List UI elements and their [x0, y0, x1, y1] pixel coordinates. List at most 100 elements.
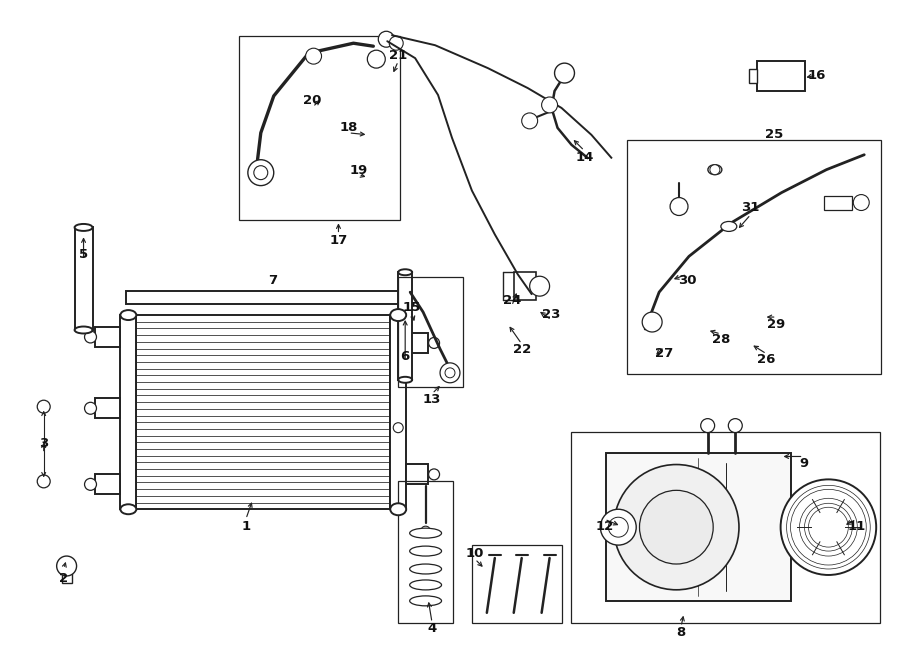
- Circle shape: [787, 485, 870, 569]
- Circle shape: [254, 166, 268, 179]
- Circle shape: [853, 195, 869, 211]
- Circle shape: [728, 418, 742, 432]
- Bar: [406, 333, 428, 353]
- Circle shape: [710, 165, 720, 175]
- Bar: [824, 195, 852, 209]
- Text: 14: 14: [575, 151, 594, 164]
- Ellipse shape: [398, 377, 412, 383]
- Ellipse shape: [391, 503, 406, 515]
- Text: 15: 15: [403, 301, 421, 314]
- Bar: [472, 545, 562, 623]
- Circle shape: [428, 338, 439, 348]
- Circle shape: [600, 509, 636, 545]
- Text: 12: 12: [595, 520, 614, 533]
- Bar: [749, 69, 757, 83]
- Circle shape: [701, 418, 715, 432]
- Ellipse shape: [721, 222, 737, 232]
- Circle shape: [522, 113, 537, 129]
- Text: 29: 29: [768, 318, 786, 330]
- Text: 17: 17: [329, 234, 347, 247]
- Bar: [757, 61, 805, 91]
- Circle shape: [554, 63, 574, 83]
- Bar: [121, 315, 136, 509]
- Bar: [607, 453, 790, 601]
- Bar: [126, 291, 400, 304]
- Circle shape: [306, 48, 321, 64]
- Ellipse shape: [410, 564, 442, 574]
- Text: 4: 4: [428, 622, 436, 636]
- Bar: [572, 432, 880, 623]
- Ellipse shape: [421, 526, 429, 532]
- Circle shape: [85, 331, 96, 343]
- Text: 8: 8: [677, 626, 686, 639]
- Circle shape: [367, 50, 385, 68]
- Text: 6: 6: [400, 350, 410, 363]
- Circle shape: [805, 503, 852, 551]
- Circle shape: [780, 479, 877, 575]
- Bar: [627, 140, 881, 374]
- Circle shape: [37, 475, 50, 488]
- Circle shape: [85, 402, 96, 414]
- Circle shape: [393, 423, 403, 433]
- Ellipse shape: [410, 528, 442, 538]
- Bar: [391, 315, 406, 509]
- Circle shape: [640, 491, 713, 564]
- Ellipse shape: [708, 165, 722, 175]
- Text: 19: 19: [349, 164, 367, 177]
- Circle shape: [378, 31, 394, 47]
- Bar: [95, 475, 121, 495]
- Bar: [61, 573, 72, 583]
- Ellipse shape: [410, 546, 442, 556]
- Circle shape: [808, 507, 849, 547]
- Text: 24: 24: [502, 294, 521, 307]
- Circle shape: [445, 368, 455, 378]
- Text: 7: 7: [268, 273, 277, 287]
- Circle shape: [57, 556, 76, 576]
- Text: 28: 28: [712, 334, 730, 346]
- Text: 2: 2: [59, 573, 68, 585]
- Text: 22: 22: [513, 344, 531, 356]
- Text: 31: 31: [742, 201, 760, 214]
- Bar: [238, 36, 400, 220]
- Bar: [406, 465, 428, 485]
- Circle shape: [428, 469, 439, 480]
- Bar: [95, 399, 121, 418]
- Circle shape: [440, 363, 460, 383]
- Text: 5: 5: [79, 248, 88, 261]
- Bar: [398, 481, 453, 623]
- Text: 11: 11: [847, 520, 866, 533]
- Circle shape: [608, 517, 628, 537]
- Bar: [398, 272, 412, 380]
- Circle shape: [799, 498, 858, 556]
- Bar: [75, 228, 93, 330]
- Circle shape: [814, 512, 843, 542]
- Text: 27: 27: [655, 348, 673, 360]
- Circle shape: [670, 197, 688, 216]
- Circle shape: [37, 401, 50, 413]
- Ellipse shape: [75, 326, 93, 334]
- Circle shape: [643, 312, 662, 332]
- Circle shape: [790, 489, 866, 565]
- Ellipse shape: [75, 224, 93, 231]
- Ellipse shape: [391, 309, 406, 321]
- Text: 25: 25: [764, 128, 783, 141]
- Ellipse shape: [398, 269, 412, 275]
- Circle shape: [614, 465, 739, 590]
- Text: 30: 30: [678, 273, 697, 287]
- Text: 3: 3: [39, 437, 49, 450]
- Text: 16: 16: [807, 69, 825, 81]
- Text: 21: 21: [389, 49, 408, 62]
- Circle shape: [248, 160, 274, 185]
- Text: 23: 23: [543, 308, 561, 320]
- Ellipse shape: [410, 596, 442, 606]
- Text: 18: 18: [339, 121, 357, 134]
- Circle shape: [795, 493, 862, 561]
- Circle shape: [85, 479, 96, 491]
- Ellipse shape: [410, 580, 442, 590]
- Circle shape: [542, 97, 557, 113]
- Bar: [398, 277, 463, 387]
- Circle shape: [530, 276, 550, 296]
- Ellipse shape: [121, 504, 136, 514]
- Bar: [95, 327, 121, 347]
- Text: 20: 20: [303, 95, 322, 107]
